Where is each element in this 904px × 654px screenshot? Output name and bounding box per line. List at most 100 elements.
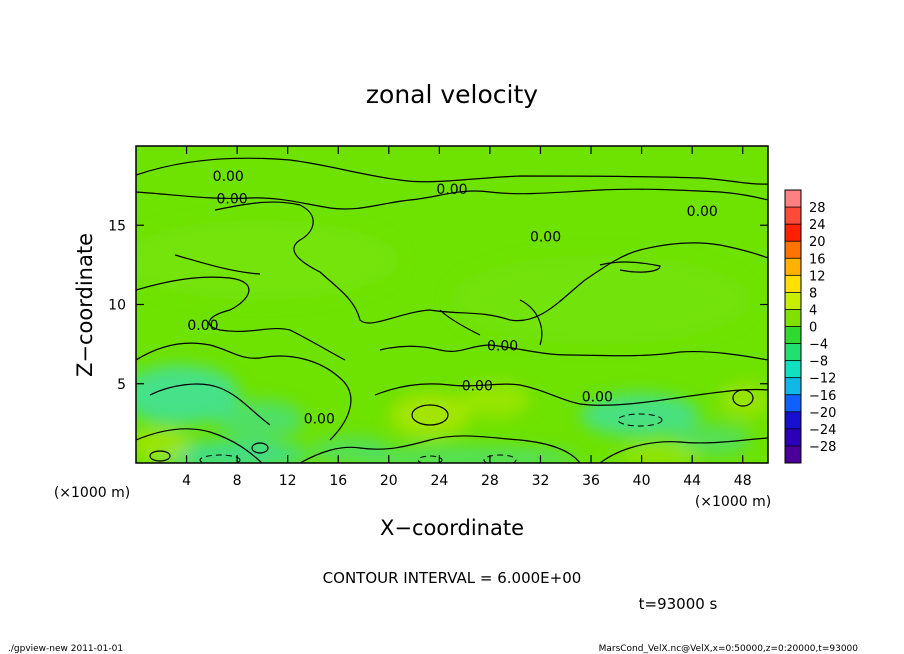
colorbar-tick-label: 12 bbox=[809, 269, 826, 284]
field-shade bbox=[215, 400, 305, 440]
contour-labels: 0.00 0.00 0.00 0.00 0.00 0.00 0.00 0.00 0.00 0.00 bbox=[187, 169, 717, 428]
chart-title: zonal velocity bbox=[366, 80, 538, 109]
x-tick-label: 44 bbox=[683, 473, 701, 489]
colorbar-swatch bbox=[785, 275, 801, 293]
contour-label: 0.00 bbox=[687, 204, 718, 220]
colorbar-swatch bbox=[785, 343, 801, 362]
contour-label: 0.00 bbox=[462, 378, 493, 394]
x-tick-label: 12 bbox=[279, 473, 297, 489]
contour-line bbox=[251, 442, 269, 454]
x-tick-label: 40 bbox=[633, 473, 651, 489]
y-tick-label: 15 bbox=[108, 218, 126, 234]
colorbar-tick-label: 4 bbox=[809, 303, 817, 318]
x-tick-label: 48 bbox=[734, 473, 752, 489]
contour-line bbox=[379, 344, 768, 361]
colorbar-tick-label: −28 bbox=[809, 440, 836, 455]
x-tick-label: 28 bbox=[481, 473, 499, 489]
contour-line bbox=[599, 261, 661, 273]
x-axis: 4 8 12 16 20 24 28 32 36 40 44 48 bbox=[182, 146, 752, 489]
field-shade bbox=[450, 255, 750, 345]
contour-line bbox=[136, 342, 352, 441]
field-shade bbox=[460, 382, 530, 418]
colorbar-swatch bbox=[785, 360, 801, 379]
contour-line bbox=[732, 389, 754, 407]
field-shade bbox=[390, 393, 470, 437]
colorbar-tick-label: 16 bbox=[809, 252, 826, 267]
footer-right: MarsCond_VelX.nc@VelX,x=0:50000,z=0:2000… bbox=[599, 644, 859, 654]
velocity-field: 0.00 0.00 0.00 0.00 0.00 0.00 0.00 0.00 0.00 0.00 bbox=[136, 146, 768, 463]
y-axis-label: Z−coordinate bbox=[73, 233, 97, 377]
contour-line bbox=[136, 157, 768, 185]
contour-label: 0.00 bbox=[436, 182, 467, 198]
colorbar-swatch bbox=[785, 394, 801, 413]
x-tick-label: 24 bbox=[430, 473, 448, 489]
colorbar-swatch bbox=[785, 190, 801, 208]
colorbar-swatch bbox=[785, 224, 801, 242]
colorbar: 28 24 20 16 12 8 4 0 −4 −8 −12 −16 −20 −24 −28 bbox=[784, 189, 836, 464]
field-shade bbox=[136, 365, 240, 425]
y-tick-label: 10 bbox=[108, 298, 126, 314]
field-shade bbox=[136, 429, 190, 461]
colorbar-tick-label: −20 bbox=[809, 406, 836, 421]
contour-label: 0.00 bbox=[304, 412, 335, 428]
negative-contours bbox=[199, 413, 663, 463]
colorbar-tick-label: 8 bbox=[809, 286, 817, 301]
colorbar-tick-label: 24 bbox=[809, 218, 826, 233]
contour-label: 0.00 bbox=[487, 339, 518, 355]
field-shade bbox=[136, 220, 400, 300]
x-tick-label: 8 bbox=[233, 473, 242, 489]
field-shade bbox=[720, 382, 768, 418]
contour-line bbox=[617, 413, 663, 427]
contour-line bbox=[299, 435, 581, 463]
contour-label: 0.00 bbox=[530, 229, 561, 245]
colorbar-tick-label: −16 bbox=[809, 389, 836, 404]
colorbar-swatch bbox=[785, 292, 801, 310]
colorbar-swatch bbox=[785, 428, 801, 447]
field-shade bbox=[620, 443, 700, 463]
contour-label: 0.00 bbox=[213, 169, 244, 185]
colorbar-tick-label: −8 bbox=[809, 355, 828, 370]
colorbar-tick-label: −12 bbox=[809, 372, 836, 387]
field-shade bbox=[360, 446, 580, 463]
contour-label: 0.00 bbox=[582, 389, 613, 405]
colorbar-tick-label: −4 bbox=[809, 338, 828, 353]
field-shade bbox=[310, 436, 390, 463]
contour-line bbox=[136, 428, 263, 463]
field-shade bbox=[580, 393, 700, 437]
x-tick-label: 4 bbox=[182, 473, 191, 489]
x-tick-label: 20 bbox=[380, 473, 398, 489]
colorbar-tick-label: −24 bbox=[809, 423, 836, 438]
y-axis: 5 10 15 bbox=[108, 218, 768, 393]
colorbar-swatch bbox=[785, 411, 801, 430]
contour-line bbox=[214, 201, 768, 324]
contour-line bbox=[417, 455, 443, 463]
contour-line bbox=[136, 276, 346, 361]
y-unit-label: (×1000 m) bbox=[54, 485, 130, 501]
contour-line bbox=[374, 383, 768, 406]
zero-contours bbox=[136, 157, 768, 463]
colorbar-swatch bbox=[785, 377, 801, 396]
contour-interval: CONTOUR INTERVAL = 6.000E+00 bbox=[323, 569, 582, 587]
y-tick-label: 5 bbox=[117, 377, 126, 393]
contour-line bbox=[439, 309, 481, 336]
colorbar-swatch bbox=[785, 241, 801, 259]
x-tick-label: 36 bbox=[582, 473, 600, 489]
colorbar-swatch bbox=[785, 326, 801, 345]
colorbar-swatch bbox=[785, 207, 801, 225]
colorbar-swatch bbox=[785, 309, 801, 327]
plot-area: 0.000.000.000.000.000.000.000.000.000.00… bbox=[108, 145, 769, 489]
contour-line bbox=[149, 450, 171, 462]
contour-line bbox=[411, 404, 449, 426]
colorbar-tick-label: 20 bbox=[809, 235, 826, 250]
contour-line bbox=[519, 299, 543, 346]
x-tick-label: 32 bbox=[532, 473, 550, 489]
colorbar-tick-label: 0 bbox=[809, 321, 817, 336]
x-unit-label: (×1000 m) bbox=[695, 494, 771, 510]
contour-line bbox=[599, 437, 768, 463]
field-shade bbox=[150, 441, 310, 463]
time-label: t=93000 s bbox=[639, 595, 718, 613]
contour-line bbox=[483, 454, 517, 463]
colorbar-swatch bbox=[785, 445, 801, 464]
colorbar-tick-label: 28 bbox=[809, 201, 826, 216]
